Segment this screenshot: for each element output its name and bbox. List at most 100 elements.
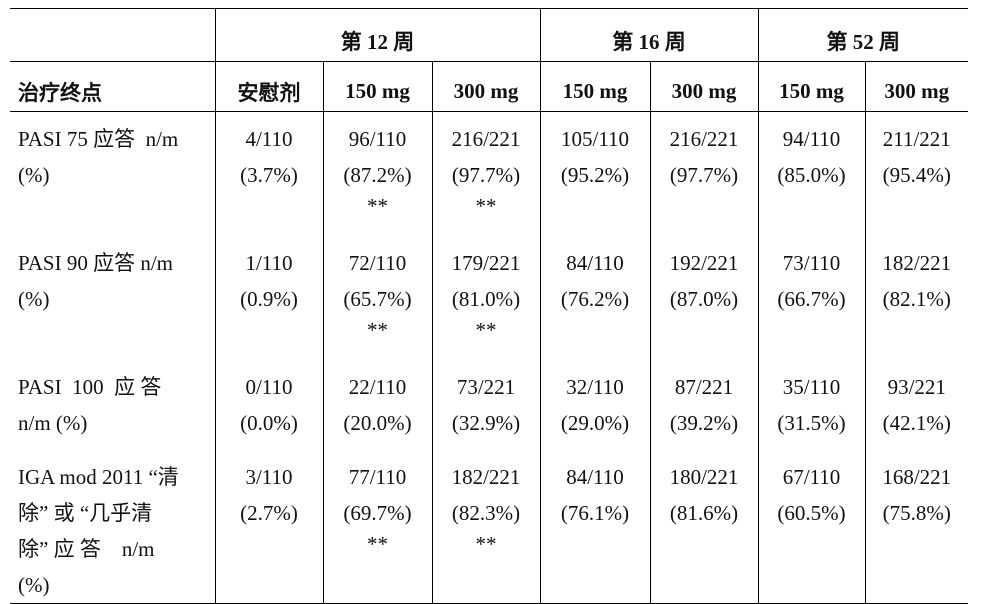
endpoint-cell: IGA mod 2011 “清 除” 或 “几乎清 除” 应 答 n/m (%): [10, 449, 215, 604]
value-cell: 32/110 (29.0%): [539, 359, 651, 450]
cell-line: (0.0%): [240, 410, 298, 435]
value-cell: 180/221 (81.6%): [649, 449, 759, 604]
cell-line: 192/221: [669, 250, 739, 275]
cell-line: (31.5%): [777, 410, 846, 435]
endpoint-line: PASI 100 应 答: [18, 374, 162, 399]
endpoint-cell: PASI 90 应答 n/m (%): [10, 236, 215, 360]
cell-line: 0/110: [245, 374, 293, 399]
value-cell: 1/110 (0.9%): [214, 235, 323, 360]
header-row: 治疗终点 安慰剂 150 mg 300 mg 150 mg 300 mg 150 mg 300…: [10, 61, 969, 112]
cell-line: (75.8%): [882, 500, 951, 525]
group-header-cell: 第 52 周: [757, 8, 969, 62]
value-cell: 211/221 (95.4%): [864, 111, 969, 236]
cell-line: **: [367, 317, 388, 342]
group-header-row: 第 12 周第 16 周第 52 周: [10, 8, 969, 62]
value-cell: 105/110 (95.2%): [539, 111, 651, 236]
endpoint-line: (%): [18, 286, 50, 311]
value-cell: 3/110 (2.7%): [214, 449, 323, 604]
cell-line: (3.7%): [240, 163, 298, 187]
group-header-cell: 第 12 周: [214, 8, 541, 62]
header-cell: 300 mg: [864, 61, 969, 112]
cell-line: (87.0%): [669, 286, 739, 311]
cell-line: 67/110: [782, 464, 841, 489]
value-cell: 67/110 (60.5%): [757, 449, 866, 604]
cell-line: 94/110: [782, 127, 841, 151]
header-cell: 安慰剂: [214, 61, 323, 112]
value-cell: 168/221 (75.8%): [864, 449, 969, 604]
cell-line: 4/110: [245, 127, 293, 151]
data-row: PASI 90 应答 n/m (%) 1/110 (0.9%) 72/110 (65.7%…: [10, 235, 969, 360]
data-row: PASI 75 应答 n/m (%) 4/110 (3.7%) 96/110 (87.2%…: [10, 111, 969, 236]
cell-line: 182/221: [451, 464, 521, 489]
value-cell: 72/110 (65.7%) **: [322, 235, 432, 360]
cell-line: (69.7%): [343, 500, 412, 525]
endpoint-line: PASI 75 应答 n/m: [18, 127, 179, 151]
cell-line: (29.0%): [560, 410, 630, 435]
value-cell: 0/110 (0.0%): [214, 359, 323, 450]
value-cell: 182/221 (82.3%) **: [431, 449, 541, 604]
value-cell: 96/110 (87.2%) **: [322, 111, 432, 236]
data-row: IGA mod 2011 “清 除” 或 “几乎清 除” 应 答 n/m (%) 3/1…: [10, 449, 969, 604]
cell-line: (97.7%): [451, 163, 521, 187]
cell-line: 182/221: [882, 250, 952, 275]
cell-line: 179/221: [451, 250, 521, 275]
cell-line: 168/221: [882, 464, 952, 489]
cell-line: 105/110: [560, 127, 630, 151]
value-cell: 35/110 (31.5%): [757, 359, 866, 450]
value-cell: 84/110 (76.1%): [539, 449, 651, 604]
cell-line: 93/221: [887, 374, 946, 399]
cell-line: **: [475, 194, 497, 218]
cell-line: 216/221: [451, 127, 521, 151]
cell-line: 72/110: [348, 250, 407, 275]
endpoint-cell: PASI 75 应答 n/m (%): [10, 112, 215, 236]
value-cell: 94/110 (85.0%): [757, 111, 866, 236]
table-body: 第 12 周第 16 周第 52 周治疗终点 安慰剂 150 mg 300 mg 150…: [10, 8, 969, 604]
endpoint-cell: PASI 100 应 答 n/m (%): [10, 360, 215, 450]
cell-line: (66.7%): [777, 286, 846, 311]
data-row: PASI 100 应 答 n/m (%) 0/110 (0.0%) 22/110 (20.…: [10, 359, 969, 450]
cell-line: (82.3%): [451, 500, 521, 525]
value-cell: 216/221 (97.7%) **: [431, 111, 541, 236]
endpoint-line: PASI 90 应答 n/m: [18, 250, 174, 275]
cell-line: (81.0%): [451, 286, 521, 311]
value-cell: 179/221 (81.0%) **: [431, 235, 541, 360]
header-cell: 150 mg: [757, 61, 866, 112]
cell-line: **: [475, 317, 497, 342]
cell-line: 73/110: [782, 250, 841, 275]
cell-line: (39.2%): [669, 410, 739, 435]
cell-line: (0.9%): [240, 286, 298, 311]
value-cell: 73/110 (66.7%): [757, 235, 866, 360]
value-cell: 73/221 (32.9%): [431, 359, 541, 450]
cell-line: 96/110: [348, 127, 407, 151]
cell-line: 77/110: [348, 464, 407, 489]
value-cell: 192/221 (87.0%): [649, 235, 759, 360]
header-cell: 150 mg: [539, 61, 651, 112]
header-cell: 300 mg: [649, 61, 759, 112]
cell-line: (82.1%): [882, 286, 951, 311]
cell-line: 22/110: [348, 374, 407, 399]
cell-line: (20.0%): [343, 410, 412, 435]
endpoint-line: n/m (%): [18, 410, 88, 435]
cell-line: 32/110: [566, 374, 624, 399]
value-cell: 4/110 (3.7%): [214, 111, 323, 236]
cell-line: (42.1%): [882, 410, 951, 435]
cell-line: (95.2%): [560, 163, 630, 187]
cell-line: 180/221: [669, 464, 739, 489]
cell-line: (87.2%): [343, 163, 412, 187]
value-cell: 77/110 (69.7%) **: [322, 449, 432, 604]
value-cell: 84/110 (76.2%): [539, 235, 651, 360]
value-cell: 216/221 (97.7%): [649, 111, 759, 236]
results-table: 第 12 周第 16 周第 52 周治疗终点 安慰剂 150 mg 300 mg 150…: [10, 8, 969, 604]
cell-line: (65.7%): [343, 286, 412, 311]
header-cell: 300 mg: [431, 61, 541, 112]
cell-line: 84/110: [566, 250, 624, 275]
cell-line: 211/221: [882, 127, 951, 151]
cell-line: 35/110: [782, 374, 841, 399]
group-header-cell: 第 16 周: [539, 8, 759, 62]
cell-line: **: [475, 531, 497, 556]
value-cell: 182/221 (82.1%): [864, 235, 969, 360]
endpoint-line: (%): [18, 163, 50, 187]
cell-line: **: [367, 531, 388, 556]
cell-line: (32.9%): [451, 410, 521, 435]
cell-line: (76.1%): [560, 500, 630, 525]
